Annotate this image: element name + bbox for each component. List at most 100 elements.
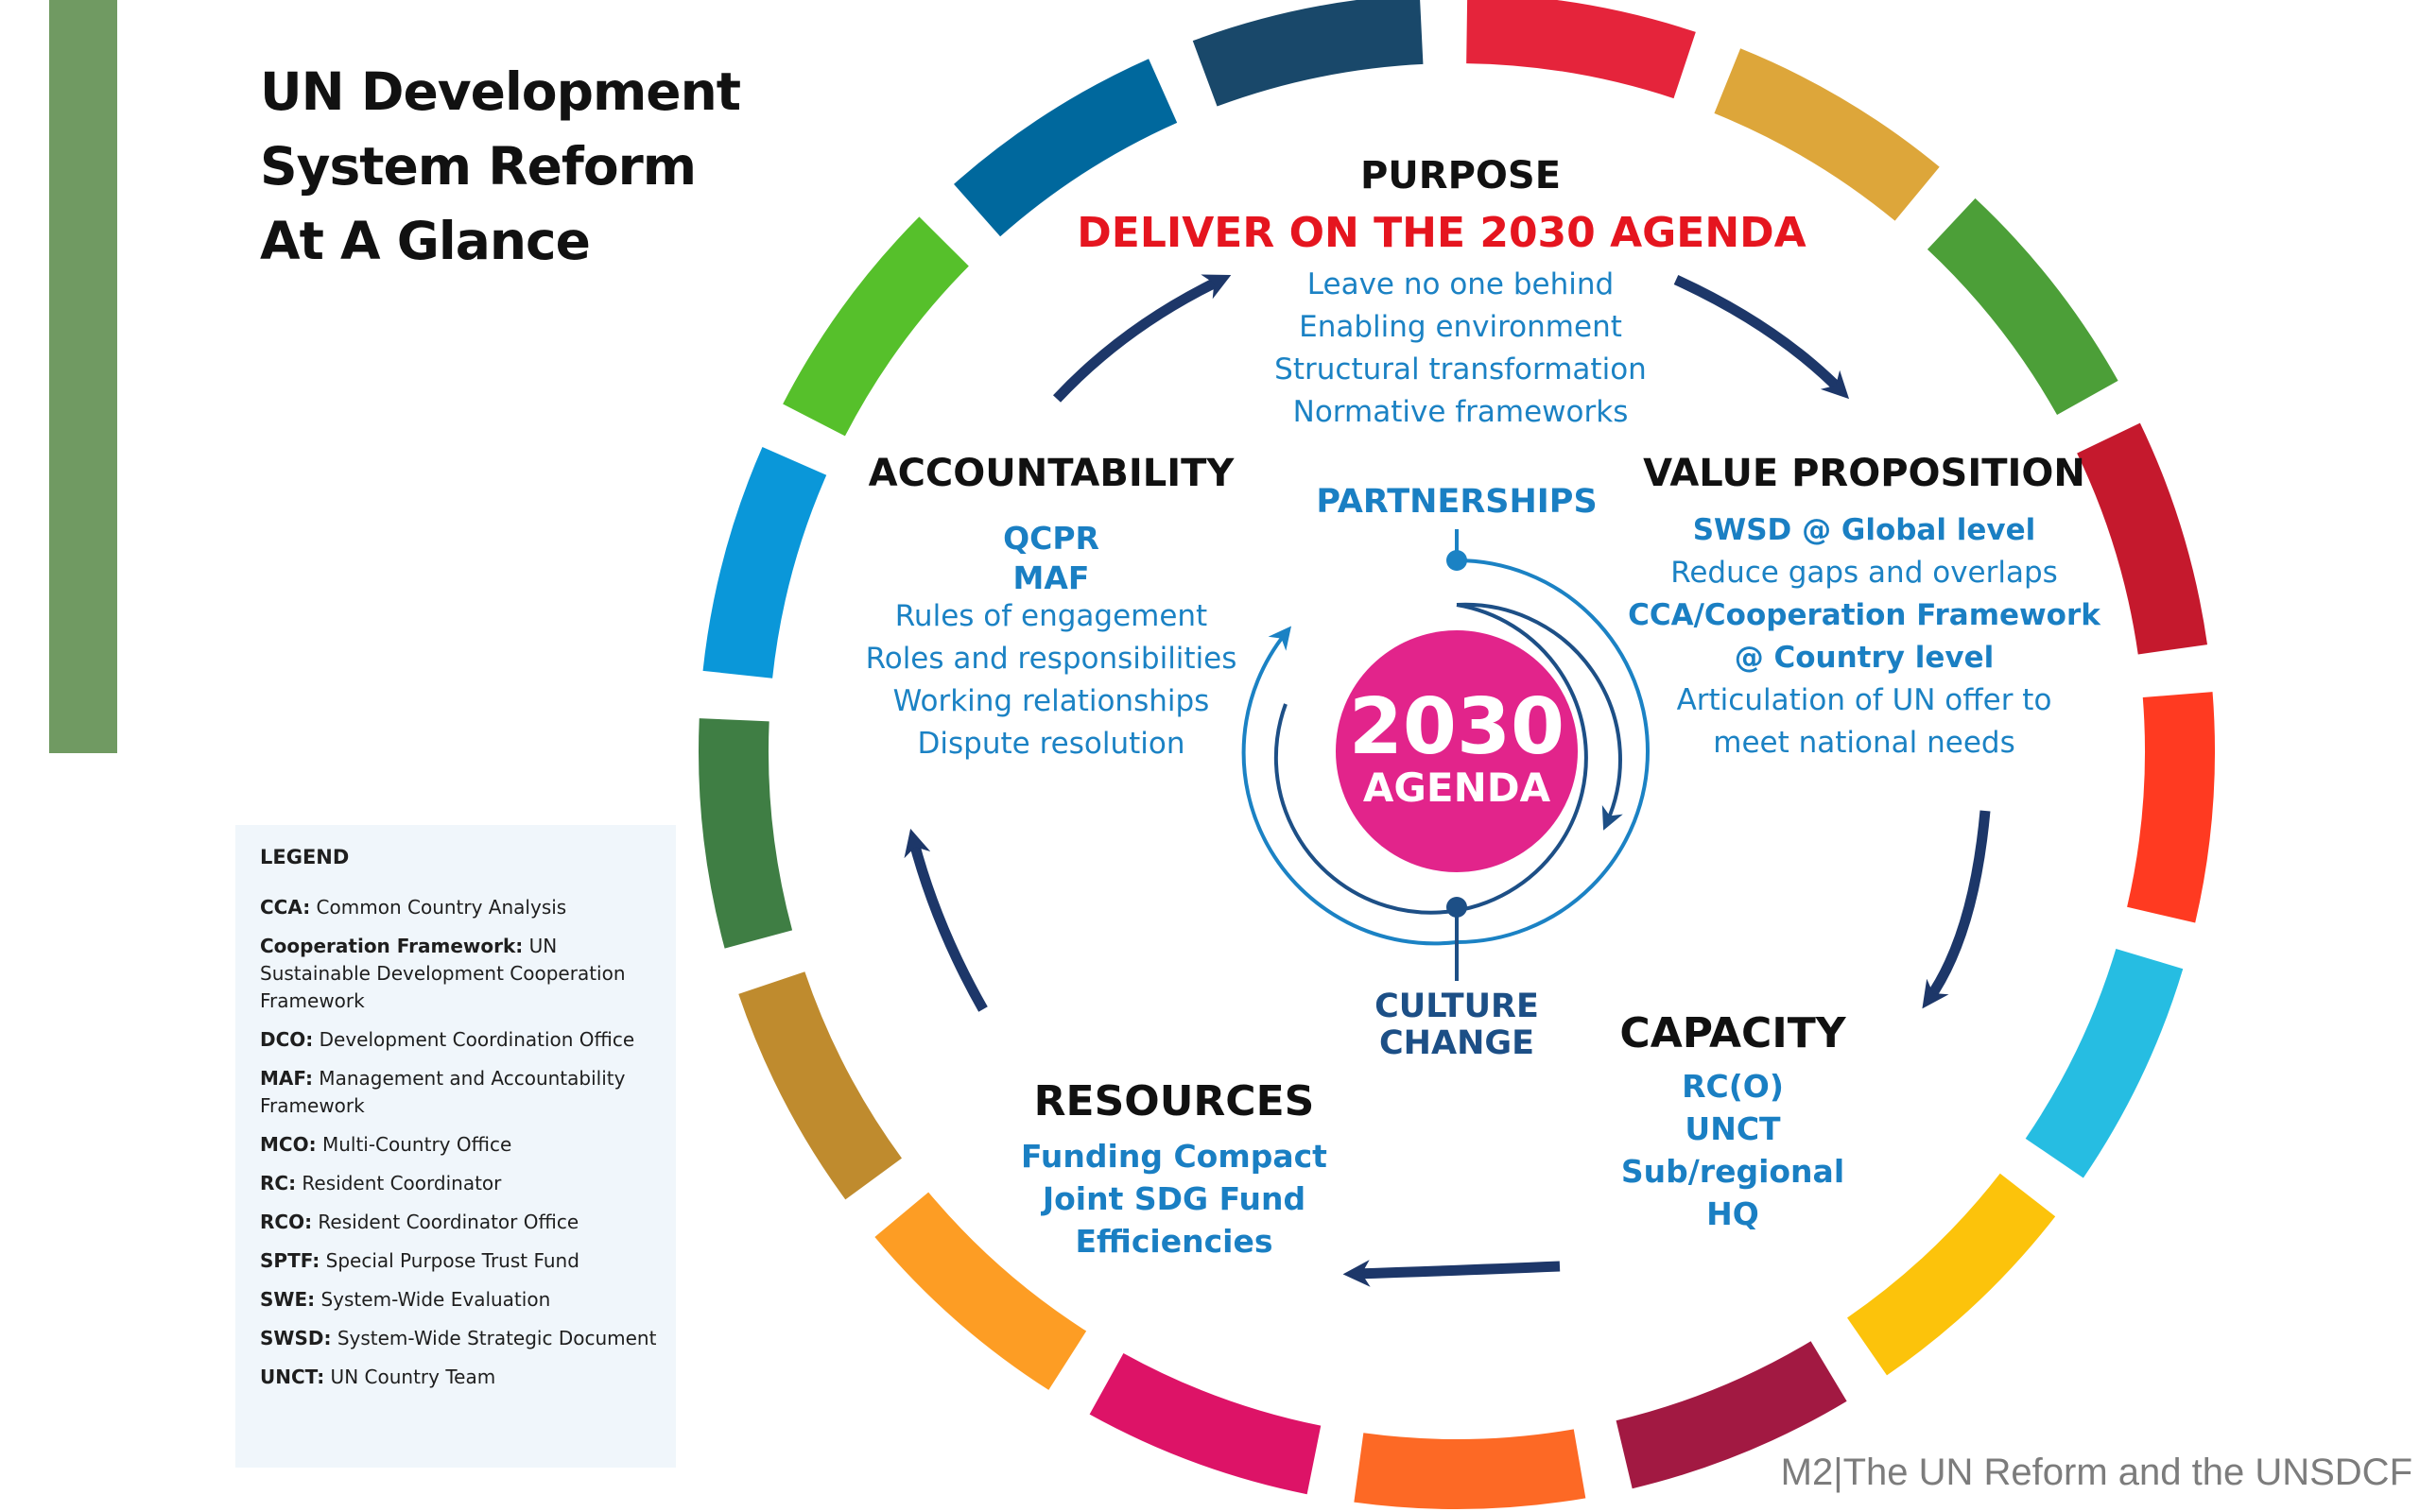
legend-term: RCO: xyxy=(260,1211,313,1233)
title-line: UN Development xyxy=(260,61,741,122)
ring-segment xyxy=(699,718,793,949)
purpose-goal: DELIVER ON THE 2030 AGENDA xyxy=(1077,209,1806,257)
resources-item: Efficiencies xyxy=(1076,1223,1273,1260)
arrow-to-resources xyxy=(1342,1260,1561,1287)
title-line: System Reform xyxy=(260,136,697,197)
purpose-heading: PURPOSE xyxy=(1360,154,1561,198)
legend-definition: System-Wide Evaluation xyxy=(315,1288,551,1311)
legend-term: SPTF: xyxy=(260,1249,320,1272)
accountability-item: Rules of engagement xyxy=(895,599,1207,633)
legend-definition: Management and Accountability Framework xyxy=(260,1067,626,1117)
resources-item: Joint SDG Fund xyxy=(1041,1180,1305,1217)
outer-circular-arrow xyxy=(1456,558,1650,944)
value-proposition-line: Reduce gaps and overlaps xyxy=(1670,556,2058,590)
ring-segment xyxy=(1927,198,2118,416)
accent-bar xyxy=(49,0,117,753)
legend-item: CCA: Common Country Analysis xyxy=(260,894,666,921)
purpose-item: Enabling environment xyxy=(1299,310,1622,344)
legend-definition: Common Country Analysis xyxy=(310,896,567,919)
legend-item: DCO: Development Coordination Office xyxy=(260,1026,666,1054)
ring-segment xyxy=(1354,1429,1586,1509)
ring-segment xyxy=(1466,0,1696,99)
legend-item: SWE: System-Wide Evaluation xyxy=(260,1286,666,1314)
value-proposition-line: CCA/Cooperation Framework xyxy=(1628,598,2101,632)
legend-item: MCO: Multi-Country Office xyxy=(260,1131,666,1159)
value-proposition-heading: VALUE PROPOSITION xyxy=(1643,452,2085,495)
legend-item: RCO: Resident Coordinator Office xyxy=(260,1209,666,1236)
legend-term: SWSD: xyxy=(260,1327,332,1349)
purpose-item: Normative frameworks xyxy=(1293,395,1629,429)
legend-definition: Special Purpose Trust Fund xyxy=(320,1249,579,1272)
purpose-item: Structural transformation xyxy=(1274,352,1647,387)
inner-circular-arrow xyxy=(1273,603,1588,915)
legend-definition: Development Coordination Office xyxy=(313,1028,635,1051)
ring-segment xyxy=(2025,948,2184,1178)
legend-item: SPTF: Special Purpose Trust Fund xyxy=(260,1247,666,1275)
capacity-heading: CAPACITY xyxy=(1619,1009,1846,1057)
agenda-circle xyxy=(1336,630,1578,872)
page-title: UN Development System Reform At A Glance xyxy=(260,55,741,279)
legend-term: RC: xyxy=(260,1172,297,1194)
ring-segment xyxy=(1714,48,1940,221)
legend-definition: UN Country Team xyxy=(324,1366,496,1388)
capacity-item: RC(O) xyxy=(1682,1068,1784,1105)
purpose-item: Leave no one behind xyxy=(1307,267,1614,301)
legend-item: SWSD: System-Wide Strategic Document xyxy=(260,1325,666,1352)
legend-definition: Multi-Country Office xyxy=(316,1133,512,1156)
legend-item: UNCT: UN Country Team xyxy=(260,1364,666,1391)
ring-segment xyxy=(874,1192,1087,1390)
arrow-to-value-proposition xyxy=(1673,274,1850,400)
legend-term: Cooperation Framework: xyxy=(260,935,524,957)
value-proposition-line: @ Country level xyxy=(1735,641,1995,675)
partnerships-node xyxy=(1446,550,1467,571)
title-line: At A Glance xyxy=(260,211,591,271)
ring-segment xyxy=(1089,1352,1322,1495)
accountability-item: Dispute resolution xyxy=(918,727,1185,761)
ring-segment xyxy=(738,971,902,1200)
legend-term: SWE: xyxy=(260,1288,316,1311)
arrow-to-purpose xyxy=(1052,274,1232,403)
ring-segment xyxy=(2077,422,2208,655)
arrow-to-capacity xyxy=(1922,810,1991,1009)
legend-definition: Resident Coordinator Office xyxy=(312,1211,579,1233)
ring-segment xyxy=(1192,0,1424,107)
ring-segment xyxy=(1847,1173,2056,1376)
legend-term: DCO: xyxy=(260,1028,314,1051)
legend-item: RC: Resident Coordinator xyxy=(260,1170,666,1197)
legend-definition: UN Sustainable Development Cooperation F… xyxy=(260,935,626,1012)
agenda-year: 2030 xyxy=(1349,682,1564,772)
legend-list: CCA: Common Country Analysis Cooperation … xyxy=(260,894,666,1391)
legend-term: UNCT: xyxy=(260,1366,325,1388)
legend-term: MCO: xyxy=(260,1133,317,1156)
footer-caption: M2|The UN Reform and the UNSDCF xyxy=(1780,1452,2412,1493)
value-proposition-line: meet national needs xyxy=(1713,726,2014,760)
value-proposition-line: SWSD @ Global level xyxy=(1693,513,2036,547)
legend-term: MAF: xyxy=(260,1067,313,1090)
ring-segment xyxy=(702,447,827,679)
accountability-heading: ACCOUNTABILITY xyxy=(869,452,1236,495)
cycle-arrows xyxy=(904,274,1991,1287)
legend-term: CCA: xyxy=(260,896,311,919)
legend-item: Cooperation Framework: UN Sustainable De… xyxy=(260,933,666,1015)
legend-definition: Resident Coordinator xyxy=(296,1172,502,1194)
accountability-item-bold: MAF xyxy=(1013,559,1090,596)
ring-segment xyxy=(783,216,969,437)
agenda-label: AGENDA xyxy=(1363,765,1551,811)
ring-segment xyxy=(2127,692,2215,923)
capacity-item: Sub/regional xyxy=(1621,1153,1844,1190)
legend-panel: LEGEND CCA: Common Country Analysis Coope… xyxy=(235,825,676,1468)
legend-item: MAF: Management and Accountability Frame… xyxy=(260,1065,666,1120)
accountability-item: Roles and responsibilities xyxy=(866,642,1237,676)
culture-change-label-line: CHANGE xyxy=(1379,1024,1534,1062)
inner-cycle xyxy=(1241,529,1650,981)
arrow-to-accountability xyxy=(904,828,988,1012)
accountability-item: Working relationships xyxy=(893,684,1210,718)
resources-item: Funding Compact xyxy=(1021,1138,1327,1175)
ring-segment xyxy=(1616,1341,1847,1489)
culture-change-node xyxy=(1446,897,1467,918)
legend-heading: LEGEND xyxy=(260,846,350,868)
accountability-item-bold: QCPR xyxy=(1003,520,1099,557)
partnerships-label: PARTNERSHIPS xyxy=(1316,483,1597,521)
ring-segment xyxy=(954,59,1178,237)
